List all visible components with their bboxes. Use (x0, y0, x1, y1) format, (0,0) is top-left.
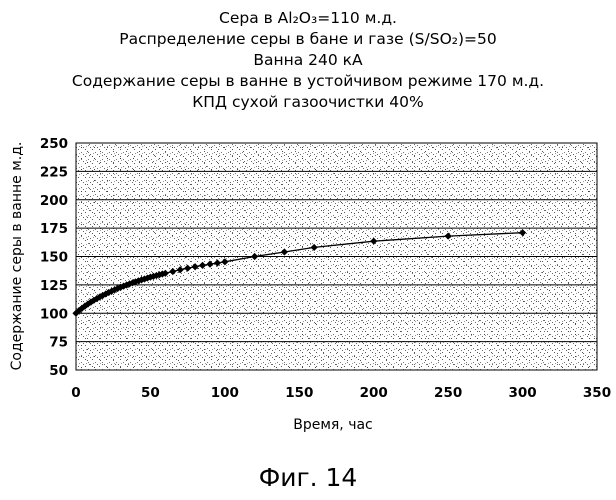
x-tick-label: 350 (583, 385, 611, 401)
y-tick-labels: 50 75 100 125 150 175 200 225 250 (40, 136, 68, 379)
y-tick-label: 225 (40, 164, 68, 180)
x-tick-label: 150 (285, 385, 313, 401)
x-tick-labels: 0 50 100 150 200 250 300 350 (71, 385, 611, 401)
y-tick-label: 75 (49, 335, 68, 351)
y-tick-label: 175 (40, 221, 68, 237)
figure-caption: Фиг. 14 (0, 463, 616, 492)
y-tick-label: 125 (40, 278, 68, 294)
x-tick-label: 100 (211, 385, 239, 401)
y-tick-label: 250 (40, 136, 68, 152)
x-tick-label: 200 (360, 385, 388, 401)
y-tick-label: 50 (49, 363, 68, 379)
x-tick-label: 250 (434, 385, 462, 401)
y-tick-label: 200 (40, 193, 68, 209)
x-axis-label: Время, час (293, 417, 373, 433)
y-tick-label: 150 (40, 250, 68, 266)
x-tick-label: 0 (71, 385, 80, 401)
y-axis-label: Содержание серы в ванне м.д. (9, 142, 25, 371)
x-tick-label: 300 (508, 385, 536, 401)
x-tick-label: 50 (141, 385, 160, 401)
y-tick-label: 100 (40, 306, 68, 322)
